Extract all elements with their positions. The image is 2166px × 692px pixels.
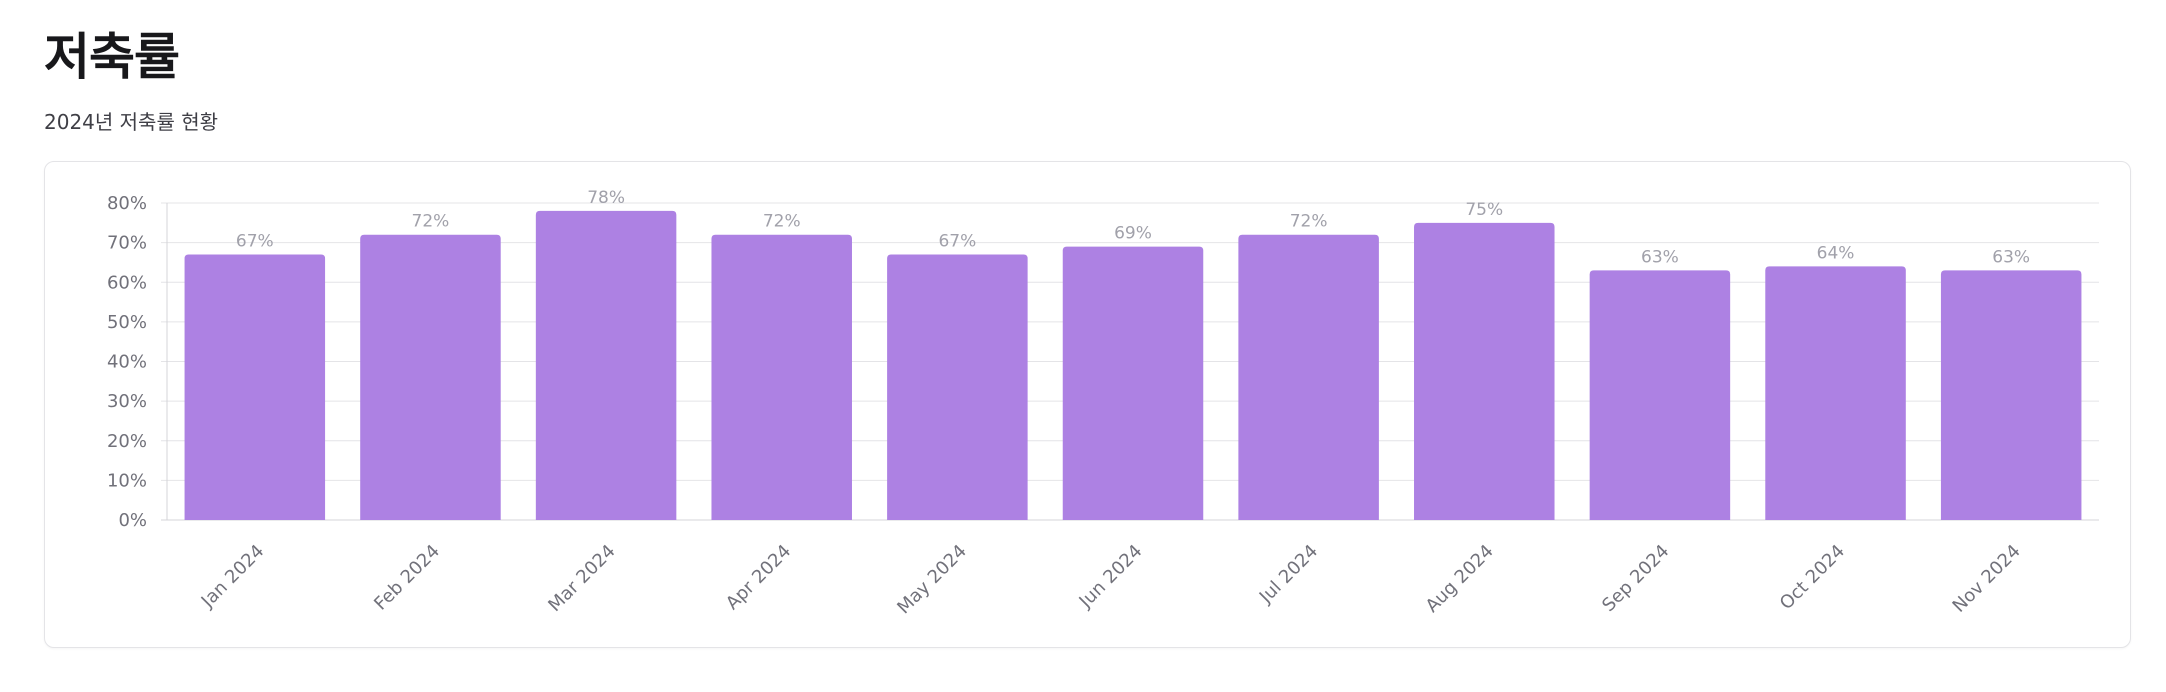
bar-data-label: 72% — [1290, 212, 1328, 232]
x-tick-label: Sep 2024 — [1598, 541, 1673, 616]
bar-data-label: 69% — [1114, 224, 1152, 244]
y-tick-label: 30% — [107, 391, 147, 412]
y-tick-label: 20% — [107, 431, 147, 452]
bar-data-label: 67% — [938, 232, 976, 252]
bar-data-label: 63% — [1641, 247, 1679, 267]
x-tick-label: Feb 2024 — [370, 541, 444, 615]
bar-data-label: 63% — [1992, 247, 2030, 267]
bar-data-label: 78% — [587, 188, 625, 208]
bar-jul-2024 — [1238, 234, 1379, 520]
bar-apr-2024 — [711, 234, 852, 520]
x-tick-label: Apr 2024 — [722, 541, 795, 614]
bar-aug-2024 — [1414, 222, 1555, 520]
y-tick-label: 50% — [107, 312, 147, 333]
y-tick-label: 60% — [107, 272, 147, 293]
y-tick-label: 40% — [107, 352, 147, 373]
bar-sep-2024 — [1589, 270, 1731, 520]
bar-oct-2024 — [1765, 266, 1906, 520]
y-tick-label: 10% — [107, 470, 147, 491]
bar-data-label: 72% — [412, 212, 450, 232]
bar-data-label: 64% — [1817, 243, 1855, 263]
chart-card: 0% 10% 20% 30% 40% 50% 60% 70% 80% 67% Jan 2024 72%… — [44, 161, 2131, 648]
bar-data-label: 67% — [236, 232, 274, 252]
y-tick-label: 0% — [118, 510, 147, 531]
x-tick-label: Nov 2024 — [1949, 541, 2025, 617]
x-tick-label: Jun 2024 — [1075, 541, 1147, 613]
bar-may-2024 — [887, 254, 1028, 520]
page-subtitle: 2024년 저축률 현황 — [44, 110, 219, 134]
bar-jan-2024 — [184, 254, 326, 520]
bar-data-label: 75% — [1465, 200, 1503, 220]
y-tick-label: 70% — [107, 233, 147, 254]
x-tick-label: Oct 2024 — [1776, 541, 1849, 614]
x-tick-label: May 2024 — [893, 541, 971, 619]
bar-mar-2024 — [535, 210, 677, 521]
bar-nov-2024 — [1940, 270, 2082, 520]
x-tick-label: Jan 2024 — [197, 541, 269, 613]
x-tick-label: Aug 2024 — [1422, 541, 1498, 617]
page-title: 저축률 — [44, 28, 180, 86]
y-tick-label: 80% — [107, 193, 147, 214]
bar-feb-2024 — [360, 234, 501, 520]
x-tick-label: Jul 2024 — [1255, 541, 1322, 608]
x-tick-label: Mar 2024 — [544, 541, 619, 616]
bar-data-label: 72% — [763, 212, 801, 232]
bar-jun-2024 — [1062, 246, 1204, 520]
bar-chart: 0% 10% 20% 30% 40% 50% 60% 70% 80% 67% Jan 2024 72%… — [107, 188, 2099, 619]
